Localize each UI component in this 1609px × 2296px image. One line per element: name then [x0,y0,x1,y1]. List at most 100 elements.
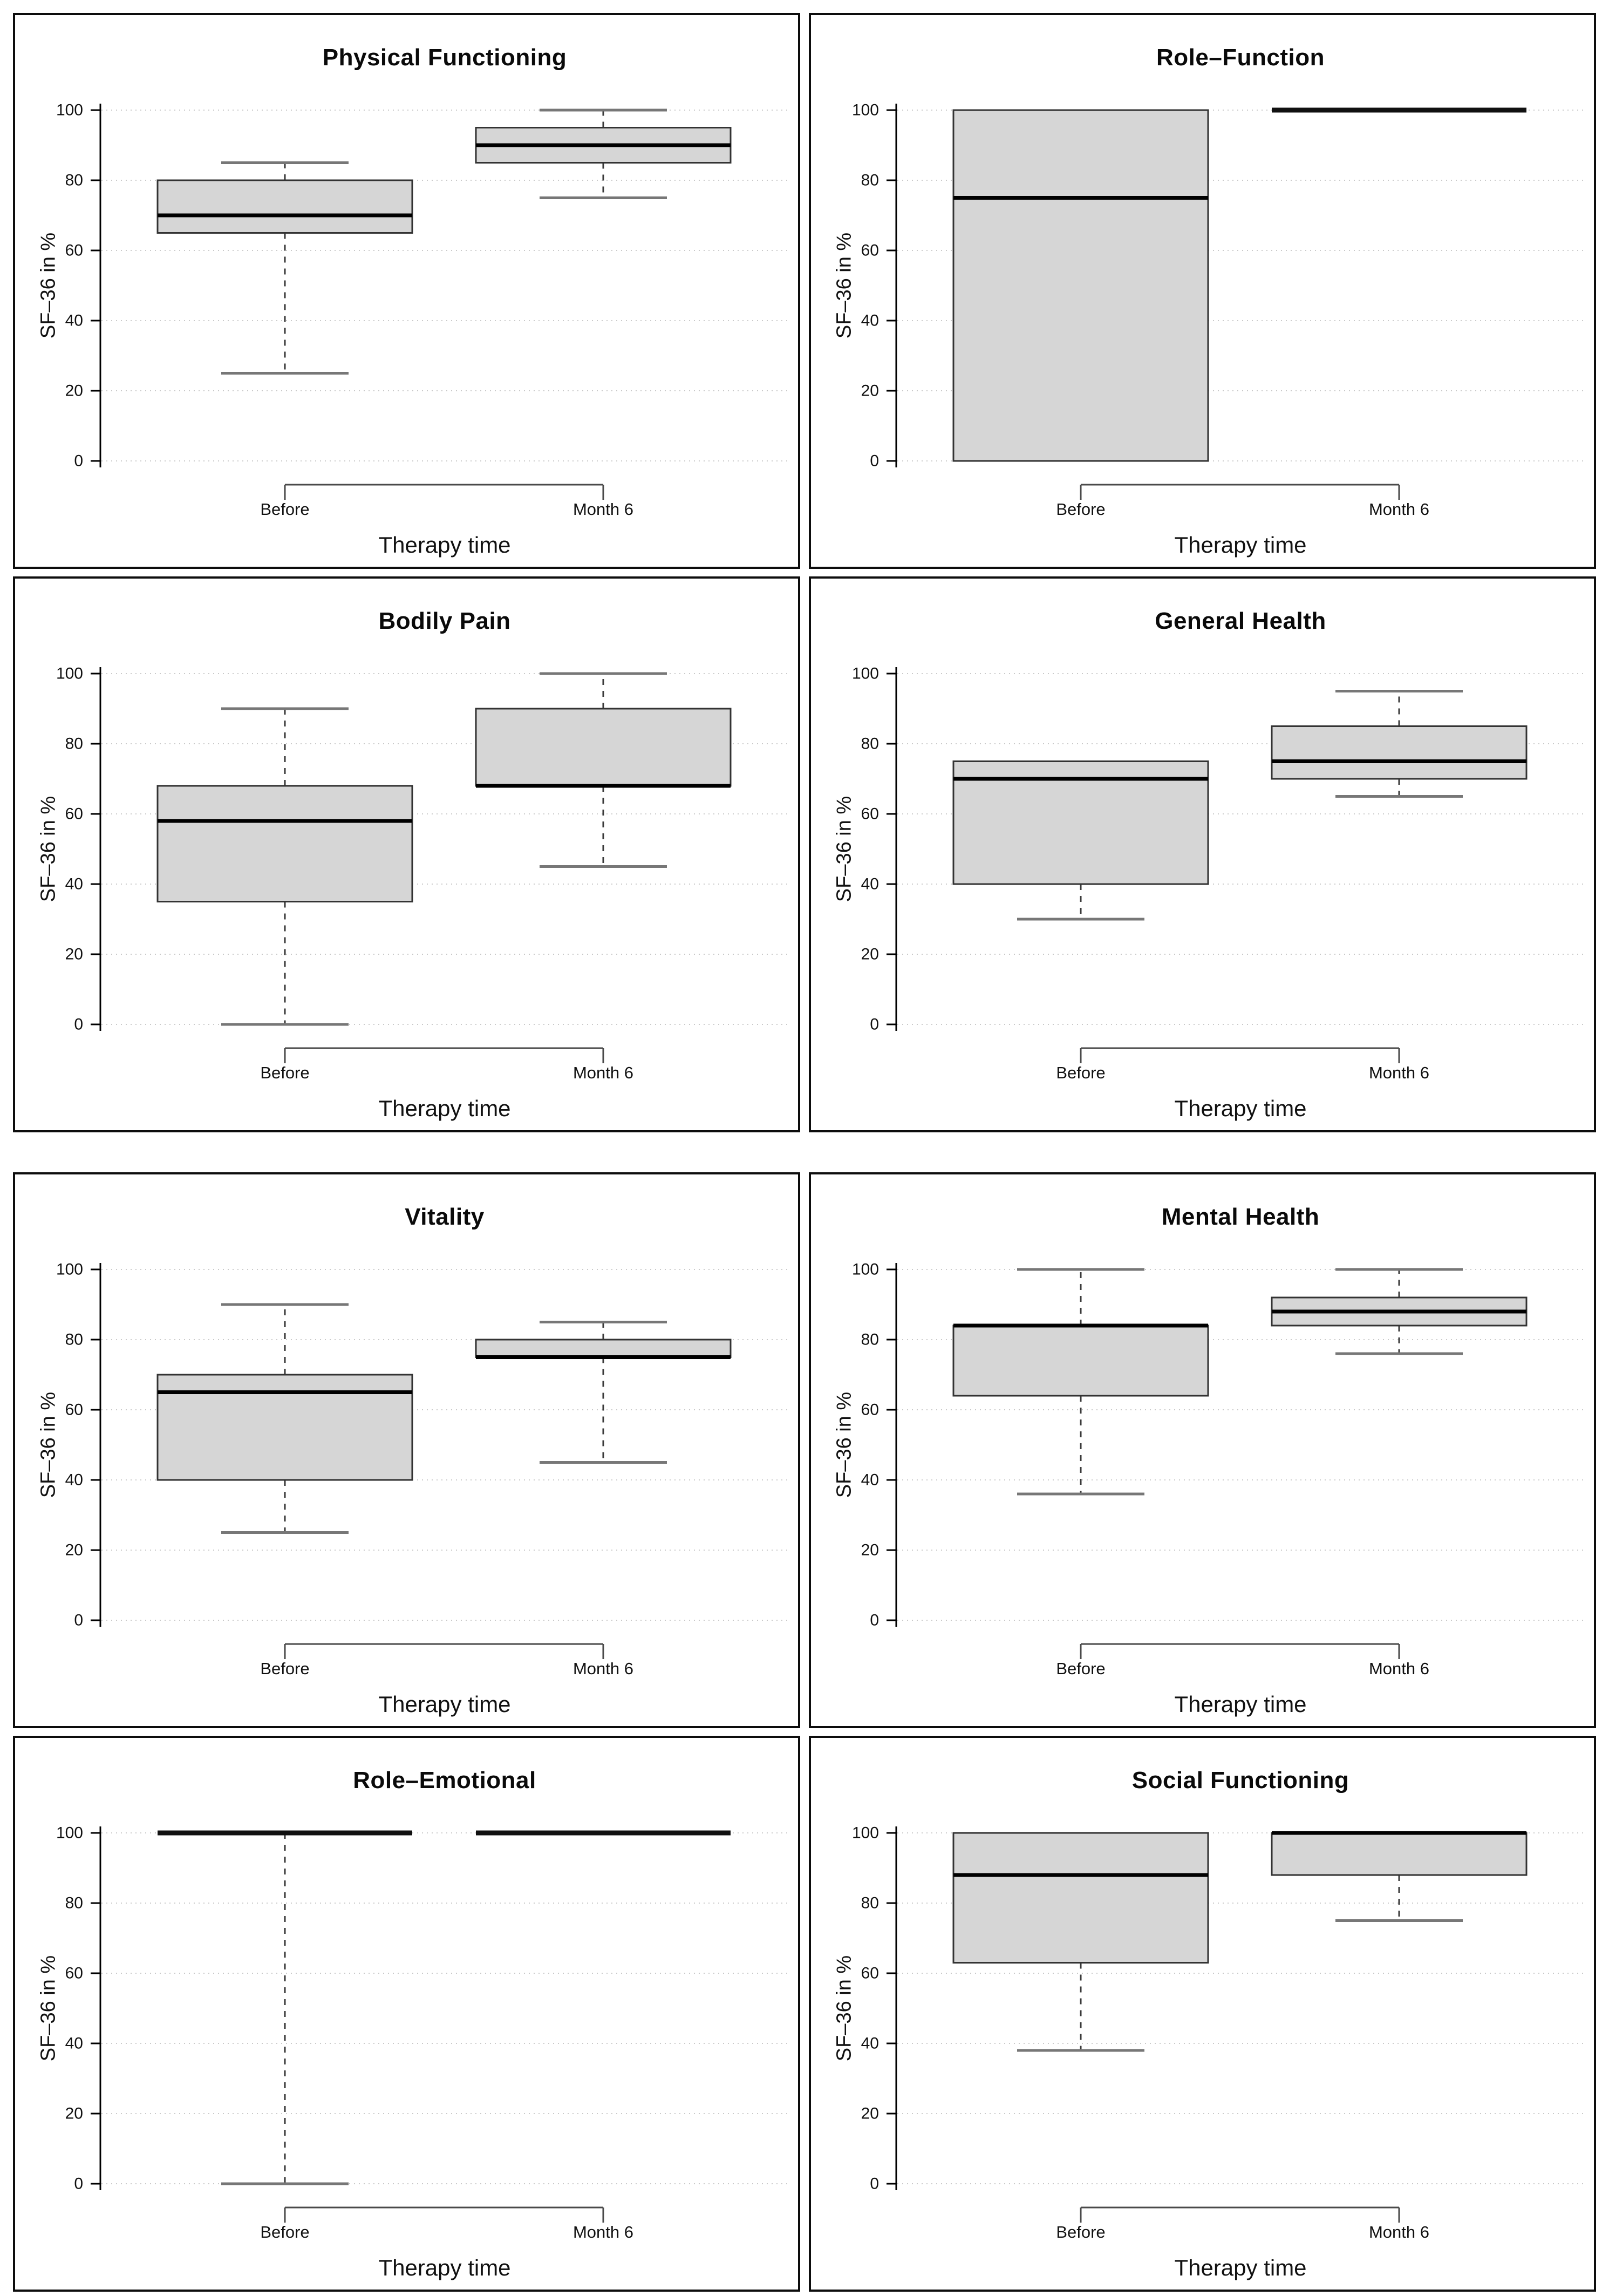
panel-social-functioning: Social Functioning SF–36 in % Therapy ti… [809,1736,1596,2292]
panel-title: General Health [1155,608,1326,634]
y-tick-label-80: 80 [861,735,879,753]
category-label-1: Month 6 [1369,500,1429,519]
boxplot-canvas-physical-functioning: 0 20 40 60 80 100 Before Month 6 [56,101,789,519]
y-tick-label-20: 20 [65,382,83,400]
y-tick-label-80: 80 [861,172,879,189]
y-tick-label-20: 20 [65,1541,83,1559]
x-axis-label: Therapy time [378,1692,511,1717]
y-tick-label-0: 0 [74,452,83,470]
panel-title: Role–Function [1156,44,1325,71]
boxplot-canvas-mental-health: 0 20 40 60 80 100 Before Month 6 [852,1261,1585,1678]
panel-title: Physical Functioning [322,44,567,71]
y-tick-label-0: 0 [870,1016,879,1034]
x-axis-label: Therapy time [378,532,511,558]
category-label-1: Month 6 [1369,2223,1429,2241]
y-tick-label-80: 80 [65,735,83,753]
box-before [952,1324,1209,1397]
box-before [952,760,1209,885]
box-before [952,1832,1209,1964]
category-label-0: Before [260,1659,309,1678]
y-tick-label-80: 80 [861,1331,879,1349]
category-label-1: Month 6 [573,1659,633,1678]
y-tick-label-0: 0 [74,1016,83,1034]
x-axis-label: Therapy time [1174,1692,1307,1717]
y-tick-label-40: 40 [65,875,83,893]
panel-title: Role–Emotional [353,1767,536,1794]
y-tick-label-60: 60 [65,242,83,260]
y-tick-label-40: 40 [65,1471,83,1489]
y-tick-label-100: 100 [852,1824,879,1842]
box-month-6 [1271,725,1528,780]
y-tick-label-100: 100 [56,101,83,119]
x-axis-label: Therapy time [1174,532,1307,558]
box-before [156,785,413,902]
category-label-0: Before [1056,1063,1105,1082]
y-tick-label-0: 0 [74,2175,83,2193]
x-axis-label: Therapy time [1174,1096,1307,1121]
category-label-0: Before [260,2223,309,2241]
y-tick-label-40: 40 [861,312,879,330]
panel-title: Mental Health [1161,1204,1320,1230]
y-tick-label-60: 60 [861,1401,879,1419]
category-label-1: Month 6 [573,2223,633,2241]
category-label-0: Before [1056,2223,1105,2241]
category-label-0: Before [1056,500,1105,519]
y-tick-label-20: 20 [861,1541,879,1559]
x-axis-label: Therapy time [378,2255,511,2280]
y-tick-label-60: 60 [861,1965,879,1982]
box-before [156,179,413,234]
boxplot-canvas-vitality: 0 20 40 60 80 100 Before Month 6 [56,1261,789,1678]
y-tick-label-40: 40 [861,2035,879,2053]
y-tick-label-40: 40 [65,312,83,330]
category-label-1: Month 6 [1369,1063,1429,1082]
y-tick-label-60: 60 [65,1401,83,1419]
x-axis-label: Therapy time [1174,2255,1307,2280]
y-tick-label-80: 80 [861,1894,879,1912]
y-tick-label-60: 60 [861,805,879,823]
y-tick-label-100: 100 [56,665,83,683]
y-tick-label-60: 60 [861,242,879,260]
panel-title: Vitality [405,1204,485,1230]
y-tick-label-100: 100 [56,1261,83,1279]
boxplot-canvas-social-functioning: 0 20 40 60 80 100 Before Month 6 [852,1824,1585,2241]
y-tick-label-40: 40 [861,875,879,893]
y-tick-label-60: 60 [65,805,83,823]
boxplot-canvas-role-function: 0 20 40 60 80 100 Before Month 6 [852,101,1585,519]
category-label-1: Month 6 [1369,1659,1429,1678]
box-month-6 [1271,1832,1528,1876]
panel-general-health: General Health SF–36 in % Therapy time 0… [809,576,1596,1132]
category-label-0: Before [260,1063,309,1082]
y-tick-label-60: 60 [65,1965,83,1982]
y-tick-label-40: 40 [861,1471,879,1489]
y-tick-label-80: 80 [65,1331,83,1349]
y-tick-label-80: 80 [65,1894,83,1912]
category-label-0: Before [1056,1659,1105,1678]
category-label-1: Month 6 [573,500,633,519]
y-tick-label-0: 0 [870,1612,879,1629]
panel-bodily-pain: Bodily Pain SF–36 in % Therapy time 0 20 4… [13,576,800,1132]
y-tick-label-20: 20 [861,382,879,400]
category-label-0: Before [260,500,309,519]
panel-title: Bodily Pain [378,608,511,634]
panel-role-emotional: Role–Emotional SF–36 in % Therapy time 0… [13,1736,800,2292]
box-before [952,109,1209,462]
y-tick-label-100: 100 [852,101,879,119]
y-tick-label-100: 100 [56,1824,83,1842]
y-tick-label-20: 20 [861,2105,879,2123]
y-tick-label-0: 0 [74,1612,83,1629]
x-axis-label: Therapy time [378,1096,511,1121]
boxplot-canvas-bodily-pain: 0 20 40 60 80 100 Before Month 6 [56,665,789,1082]
y-tick-label-80: 80 [65,172,83,189]
y-tick-label-20: 20 [65,946,83,963]
panel-title: Social Functioning [1131,1767,1349,1794]
boxplot-canvas-role-emotional: 0 20 40 60 80 100 Before Month 6 [56,1824,789,2241]
panel-physical-functioning: Physical Functioning SF–36 in % Therapy … [13,13,800,569]
y-tick-label-100: 100 [852,665,879,683]
box-month-6 [475,708,732,787]
y-tick-label-40: 40 [65,2035,83,2053]
boxplot-canvas-general-health: 0 20 40 60 80 100 Before Month 6 [852,665,1585,1082]
category-label-1: Month 6 [573,1063,633,1082]
y-tick-label-0: 0 [870,452,879,470]
